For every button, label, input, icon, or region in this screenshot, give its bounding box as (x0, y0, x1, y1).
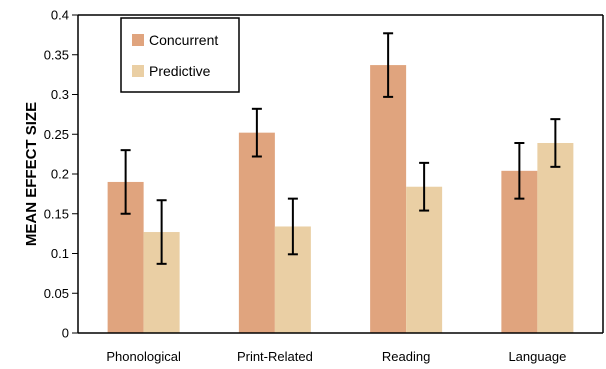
x-category-label: Print-Related (237, 349, 313, 364)
legend-label-concurrent: Concurrent (149, 32, 218, 48)
plot-area: 0 0.05 0.1 0.15 0.2 0.25 0.3 0.35 0.4 Phonologica… (44, 8, 604, 364)
legend-box (120, 17, 240, 93)
y-tick-label: 0.2 (51, 167, 69, 182)
x-category-label: Language (508, 349, 566, 364)
legend: Concurrent Predictive (120, 17, 240, 93)
y-tick-label: 0.4 (51, 8, 69, 23)
bar-predictive-language (537, 142, 574, 333)
y-tick-label: 0.1 (51, 246, 69, 261)
y-axis-label: MEAN EFFECT SIZE (23, 102, 40, 246)
y-tick-label: 0.35 (44, 47, 69, 62)
x-category-label: Phonological (106, 349, 181, 364)
y-tick-label: 0 (62, 326, 69, 341)
y-tick-label: 0.05 (44, 286, 69, 301)
legend-swatch-predictive (132, 65, 144, 77)
y-tick-label: 0.25 (44, 127, 69, 142)
bar-concurrent-print-related (238, 132, 275, 333)
legend-swatch-concurrent (132, 34, 144, 46)
x-category-label: Reading (382, 349, 430, 364)
y-tick-label: 0.3 (51, 87, 69, 102)
bar-concurrent-reading (370, 65, 407, 334)
y-tick-label: 0.15 (44, 206, 69, 221)
legend-label-predictive: Predictive (149, 63, 211, 79)
